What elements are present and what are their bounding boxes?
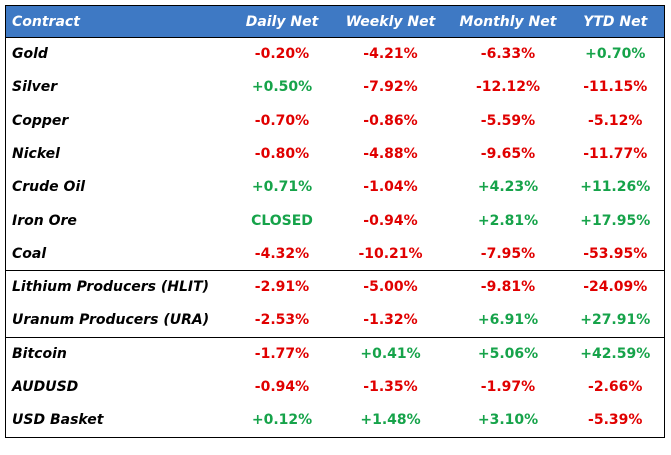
- daily-net-cell: -2.91%: [232, 270, 332, 304]
- table-row: Coal -4.32% -10.21% -7.95% -53.95%: [6, 237, 665, 270]
- header-daily-net: Daily Net: [232, 5, 332, 38]
- header-ytd-net: YTD Net: [566, 5, 665, 38]
- ytd-net-cell: +0.70%: [585, 46, 646, 63]
- contract-name: USD Basket: [12, 412, 104, 429]
- weekly-net-cell: -7.92%: [363, 79, 418, 96]
- daily-net-cell: -0.94%: [254, 379, 310, 396]
- contract-name: Iron Ore: [12, 212, 77, 229]
- monthly-net-cell: -9.65%: [480, 146, 536, 163]
- daily-net-cell: -0.80%: [254, 146, 310, 163]
- weekly-net-cell: -1.04%: [363, 179, 418, 196]
- performance-table: Contract Daily Net Weekly Net Monthly Ne…: [5, 5, 665, 438]
- contract-name: Uranum Producers (URA): [12, 312, 210, 329]
- monthly-net-cell: -6.33%: [480, 46, 536, 63]
- ytd-net-cell: -53.95%: [583, 245, 648, 262]
- contract-name: Coal: [12, 245, 47, 262]
- weekly-net-cell: +1.48%: [360, 412, 421, 429]
- monthly-net-cell: -7.95%: [480, 245, 536, 262]
- ytd-net-cell: +42.59%: [566, 336, 665, 371]
- table-row: USD Basket +0.12% +1.48% +3.10% -5.39%: [6, 404, 665, 437]
- header-row: Contract Daily Net Weekly Net Monthly Ne…: [5, 5, 665, 38]
- monthly-net-cell: +5.06%: [449, 336, 567, 371]
- contract-name: Gold: [12, 46, 48, 63]
- header-monthly-net: Monthly Net: [449, 5, 567, 38]
- table-row: Gold -0.20% -4.21% -6.33% +0.70%: [6, 38, 665, 71]
- ytd-net-cell: -2.66%: [588, 379, 643, 396]
- weekly-net-cell: -4.88%: [363, 146, 418, 163]
- table-row: Bitcoin -1.77% +0.41% +5.06% +42.59%: [5, 336, 665, 371]
- contract-name: Lithium Producers (HLIT): [5, 270, 233, 304]
- ytd-net-cell: -24.09%: [566, 270, 665, 304]
- monthly-net-cell: +4.23%: [477, 179, 539, 196]
- weekly-net-cell: -10.21%: [358, 245, 423, 262]
- ytd-net-cell: +27.91%: [580, 312, 651, 329]
- monthly-net-cell: -9.81%: [449, 270, 567, 304]
- contract-name: AUDUSD: [12, 379, 79, 396]
- ytd-net-cell: +11.26%: [580, 179, 651, 196]
- daily-net-cell: -4.32%: [254, 245, 310, 262]
- table-row: Silver +0.50% -7.92% -12.12% -11.15%: [6, 71, 665, 104]
- weekly-net-cell: -4.21%: [363, 46, 418, 63]
- daily-net-cell: -0.70%: [254, 112, 310, 129]
- weekly-net-cell: +0.41%: [331, 336, 450, 371]
- daily-net-cell: -2.53%: [254, 312, 310, 329]
- table-body: Gold -0.20% -4.21% -6.33% +0.70% Silver …: [5, 38, 665, 438]
- weekly-net-cell: -0.94%: [363, 212, 418, 229]
- monthly-net-cell: +6.91%: [477, 312, 539, 329]
- table-row: AUDUSD -0.94% -1.35% -1.97% -2.66%: [6, 370, 665, 403]
- daily-net-cell: CLOSED: [251, 212, 313, 229]
- header-weekly-net: Weekly Net: [331, 5, 450, 38]
- table-row: Crude Oil +0.71% -1.04% +4.23% +11.26%: [6, 171, 665, 204]
- contract-name: Crude Oil: [12, 179, 86, 196]
- contract-name: Silver: [12, 79, 58, 96]
- ytd-net-cell: -5.12%: [588, 112, 643, 129]
- ytd-net-cell: +17.95%: [580, 212, 651, 229]
- monthly-net-cell: -1.97%: [480, 379, 536, 396]
- contract-name: Nickel: [12, 146, 60, 163]
- ytd-net-cell: -5.39%: [588, 412, 643, 429]
- contract-name: Copper: [12, 112, 69, 129]
- monthly-net-cell: +2.81%: [477, 212, 539, 229]
- monthly-net-cell: -12.12%: [475, 79, 541, 96]
- table-row: Iron Ore CLOSED -0.94% +2.81% +17.95%: [6, 204, 665, 237]
- daily-net-cell: -0.20%: [254, 46, 310, 63]
- ytd-net-cell: -11.15%: [583, 79, 648, 96]
- weekly-net-cell: -1.35%: [363, 379, 418, 396]
- performance-table-wrapper: Contract Daily Net Weekly Net Monthly Ne…: [5, 5, 665, 438]
- weekly-net-cell: -1.32%: [363, 312, 418, 329]
- daily-net-cell: +0.12%: [251, 412, 313, 429]
- monthly-net-cell: +3.10%: [477, 412, 539, 429]
- monthly-net-cell: -5.59%: [480, 112, 536, 129]
- weekly-net-cell: -5.00%: [331, 270, 450, 304]
- weekly-net-cell: -0.86%: [363, 112, 418, 129]
- daily-net-cell: -1.77%: [232, 336, 332, 371]
- ytd-net-cell: -11.77%: [583, 146, 648, 163]
- table-row: Lithium Producers (HLIT) -2.91% -5.00% -…: [5, 270, 665, 304]
- table-row: Copper -0.70% -0.86% -5.59% -5.12%: [6, 104, 665, 137]
- daily-net-cell: +0.71%: [251, 179, 313, 196]
- header-contract: Contract: [5, 5, 233, 38]
- contract-name: Bitcoin: [5, 336, 233, 371]
- table-row: Nickel -0.80% -4.88% -9.65% -11.77%: [6, 137, 665, 170]
- daily-net-cell: +0.50%: [251, 79, 313, 96]
- table-row: Uranum Producers (URA) -2.53% -1.32% +6.…: [6, 304, 665, 337]
